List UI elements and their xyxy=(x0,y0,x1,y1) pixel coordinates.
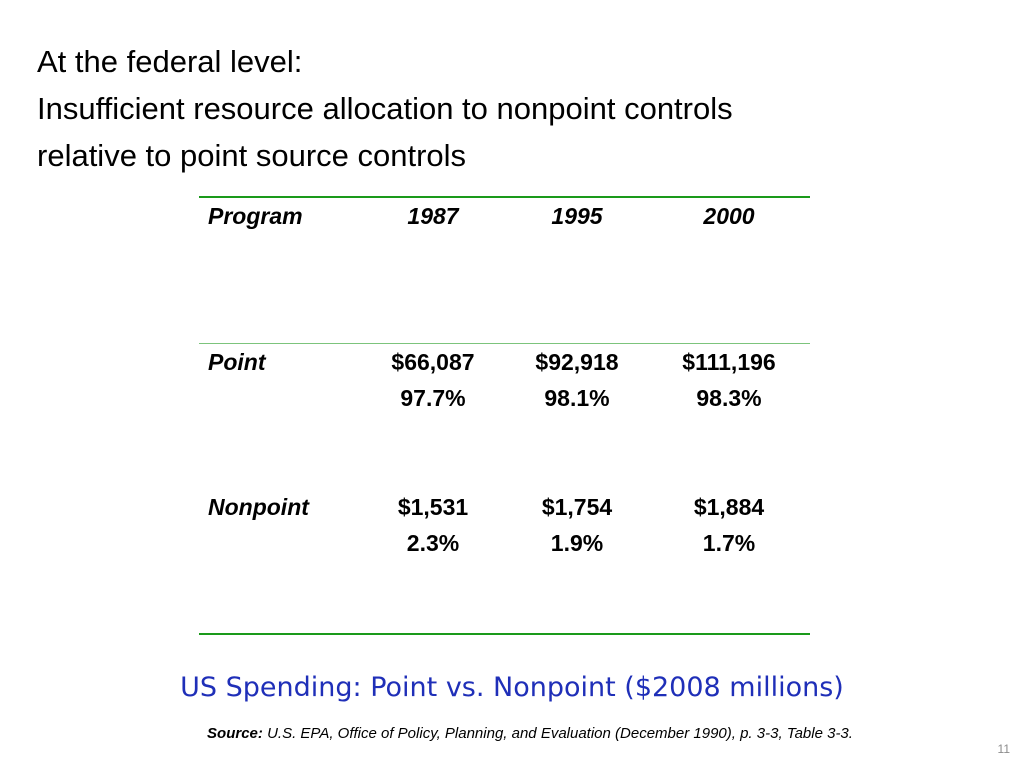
table-bottom-rule xyxy=(199,633,810,635)
source-label: Source: xyxy=(207,725,263,742)
source-note: Source: U.S. EPA, Office of Policy, Plan… xyxy=(0,724,1024,744)
table-cell: $1,754 1.9% xyxy=(510,489,644,561)
table-caption: US Spending: Point vs. Nonpoint ($2008 m… xyxy=(180,672,844,703)
amount-value: $92,918 xyxy=(535,349,619,375)
share-value: 1.9% xyxy=(550,530,604,556)
table-cell: $1,884 1.7% xyxy=(654,489,804,561)
share-value: 98.1% xyxy=(544,385,610,411)
heading-line-2: Insufficient resource allocation to nonp… xyxy=(37,91,733,126)
amount-value: $66,087 xyxy=(391,349,475,375)
share-value: 97.7% xyxy=(400,385,466,411)
table-cell: $1,531 2.3% xyxy=(366,489,500,561)
slide-heading: At the federal level: Insufficient resou… xyxy=(37,38,997,179)
page-number: 11 xyxy=(997,742,1010,756)
column-header-1995: 1995 xyxy=(551,203,603,229)
heading-line-1: At the federal level: xyxy=(37,44,303,79)
row-label-nonpoint: Nonpoint xyxy=(208,494,309,520)
heading-line-3: relative to point source controls xyxy=(37,138,467,173)
row-label-point: Point xyxy=(208,349,266,375)
share-value: 98.3% xyxy=(696,385,762,411)
table-cell: $66,087 97.7% xyxy=(366,344,500,416)
table-cell: $92,918 98.1% xyxy=(510,344,644,416)
column-header-1987: 1987 xyxy=(407,203,459,229)
table-top-rule xyxy=(199,196,810,198)
column-header-program: Program xyxy=(208,203,303,229)
header-divider-rule xyxy=(199,343,810,344)
amount-value: $111,196 xyxy=(682,349,776,375)
amount-value: $1,884 xyxy=(693,494,765,520)
amount-value: $1,531 xyxy=(397,494,469,520)
share-value: 2.3% xyxy=(406,530,460,556)
table-cell: $111,196 98.3% xyxy=(654,344,804,416)
source-text: U.S. EPA, Office of Policy, Planning, an… xyxy=(267,725,853,742)
column-header-2000: 2000 xyxy=(703,203,755,229)
share-value: 1.7% xyxy=(702,530,756,556)
amount-value: $1,754 xyxy=(541,494,613,520)
